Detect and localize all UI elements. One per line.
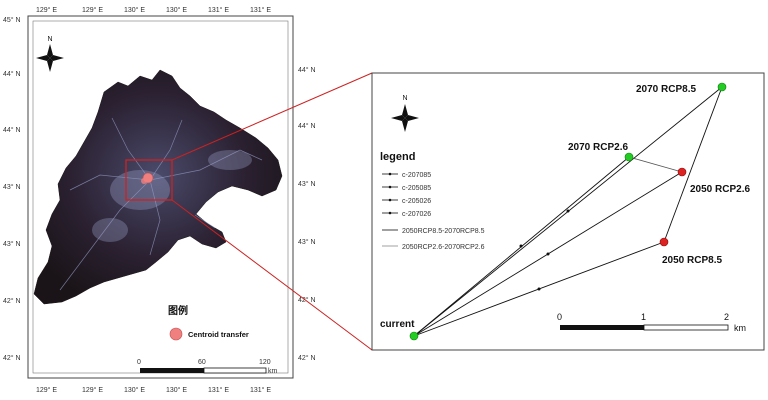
scale-bar-left: 0 60 120 km bbox=[137, 359, 278, 375]
lat-right-2: 43° N bbox=[298, 180, 316, 188]
line-2050-2070-rcp26 bbox=[628, 156, 683, 173]
inset-legend: legend c-207085 c-205085 c-205026 c-2070… bbox=[380, 151, 485, 251]
point-2050-rcp26 bbox=[677, 167, 687, 177]
inset-legend-item-3: c-207026 bbox=[402, 211, 431, 218]
region-terrain bbox=[33, 69, 283, 305]
scale-left-1: 60 bbox=[198, 359, 206, 366]
label-2070-rcp26: 2070 RCP2.6 bbox=[568, 142, 628, 153]
lon-top-5: 131° E bbox=[250, 6, 271, 14]
lat-left-3: 43° N bbox=[3, 183, 21, 191]
lon-bottom-3: 130° E bbox=[166, 386, 187, 394]
line-2050-2070-rcp85 bbox=[663, 86, 723, 243]
lon-labels-bottom: 129° E 129° E 130° E 130° E 131° E 131° … bbox=[36, 386, 271, 394]
label-current: current bbox=[380, 319, 415, 330]
lon-bottom-5: 131° E bbox=[250, 386, 271, 394]
inset-legend-item-2: c-205026 bbox=[402, 198, 431, 205]
scale-inset-0: 0 bbox=[557, 312, 562, 322]
lat-right-0: 44° N bbox=[298, 66, 316, 74]
label-2050-rcp85: 2050 RCP8.5 bbox=[662, 255, 722, 266]
lat-left-5: 42° N bbox=[3, 297, 21, 305]
scale-bar-inset: 0 1 2 km bbox=[557, 312, 746, 333]
scale-inset-2: 2 bbox=[724, 312, 729, 322]
lon-top-4: 131° E bbox=[208, 6, 229, 14]
north-label-inset: N bbox=[403, 95, 408, 102]
lon-top-3: 130° E bbox=[166, 6, 187, 14]
lat-left-0: 45° N bbox=[3, 16, 21, 24]
legend-swatch bbox=[169, 327, 183, 341]
legend-title-cn: 图例 bbox=[168, 304, 188, 317]
lat-right-5: 42° N bbox=[298, 354, 316, 362]
connector-top bbox=[171, 72, 373, 161]
connector-bottom bbox=[171, 199, 373, 351]
lat-left-6: 42° N bbox=[3, 354, 21, 362]
point-current bbox=[409, 331, 419, 341]
legend-item-label: Centroid transfer bbox=[188, 330, 249, 339]
inset-legend-item-4: 2050RCP8.5-2070RCP8.5 bbox=[402, 228, 485, 235]
point-2070-rcp26 bbox=[624, 152, 634, 162]
lon-labels-top: 129° E 129° E 130° E 130° E 131° E 131° … bbox=[36, 6, 271, 14]
compass-icon: N bbox=[36, 36, 64, 72]
inset-legend-item-5: 2050RCP2.6-2070RCP2.6 bbox=[402, 244, 485, 251]
lat-labels-right: 44° N 44° N 43° N 43° N 42° N 42° N bbox=[298, 66, 316, 362]
lon-bottom-0: 129° E bbox=[36, 386, 57, 394]
trajectory-midpoints bbox=[519, 209, 570, 291]
scale-inset-1: 1 bbox=[641, 312, 646, 322]
lat-left-1: 44° N bbox=[3, 70, 21, 78]
point-2070-rcp85 bbox=[717, 82, 727, 92]
lon-top-1: 129° E bbox=[82, 6, 103, 14]
lat-left-2: 44° N bbox=[3, 126, 21, 134]
river-network bbox=[59, 117, 263, 291]
point-2050-rcp85 bbox=[659, 237, 669, 247]
inset-legend-title: legend bbox=[380, 151, 415, 163]
lat-right-1: 44° N bbox=[298, 122, 316, 130]
scale-left-0: 0 bbox=[137, 359, 141, 366]
label-2050-rcp26: 2050 RCP2.6 bbox=[690, 184, 750, 195]
lat-labels-left: 45° N 44° N 44° N 43° N 43° N 42° N 42° … bbox=[3, 16, 21, 362]
lat-left-4: 43° N bbox=[3, 240, 21, 248]
lat-right-4: 42° N bbox=[298, 296, 316, 304]
compass-icon-inset: N bbox=[391, 95, 419, 132]
lon-top-2: 130° E bbox=[124, 6, 145, 14]
zoom-box bbox=[125, 159, 173, 201]
inset-legend-item-1: c-205085 bbox=[402, 185, 431, 192]
lon-bottom-1: 129° E bbox=[82, 386, 103, 394]
lon-top-0: 129° E bbox=[36, 6, 57, 14]
north-label-left: N bbox=[48, 36, 53, 43]
lat-right-3: 43° N bbox=[298, 238, 316, 246]
scale-inset-unit: km bbox=[734, 323, 746, 333]
inset-legend-item-0: c-207085 bbox=[402, 172, 431, 179]
label-2070-rcp85: 2070 RCP8.5 bbox=[636, 84, 696, 95]
scale-left-2: 120 bbox=[259, 359, 271, 366]
scale-left-unit: km bbox=[268, 368, 278, 375]
lon-bottom-2: 130° E bbox=[124, 386, 145, 394]
lon-bottom-4: 131° E bbox=[208, 386, 229, 394]
